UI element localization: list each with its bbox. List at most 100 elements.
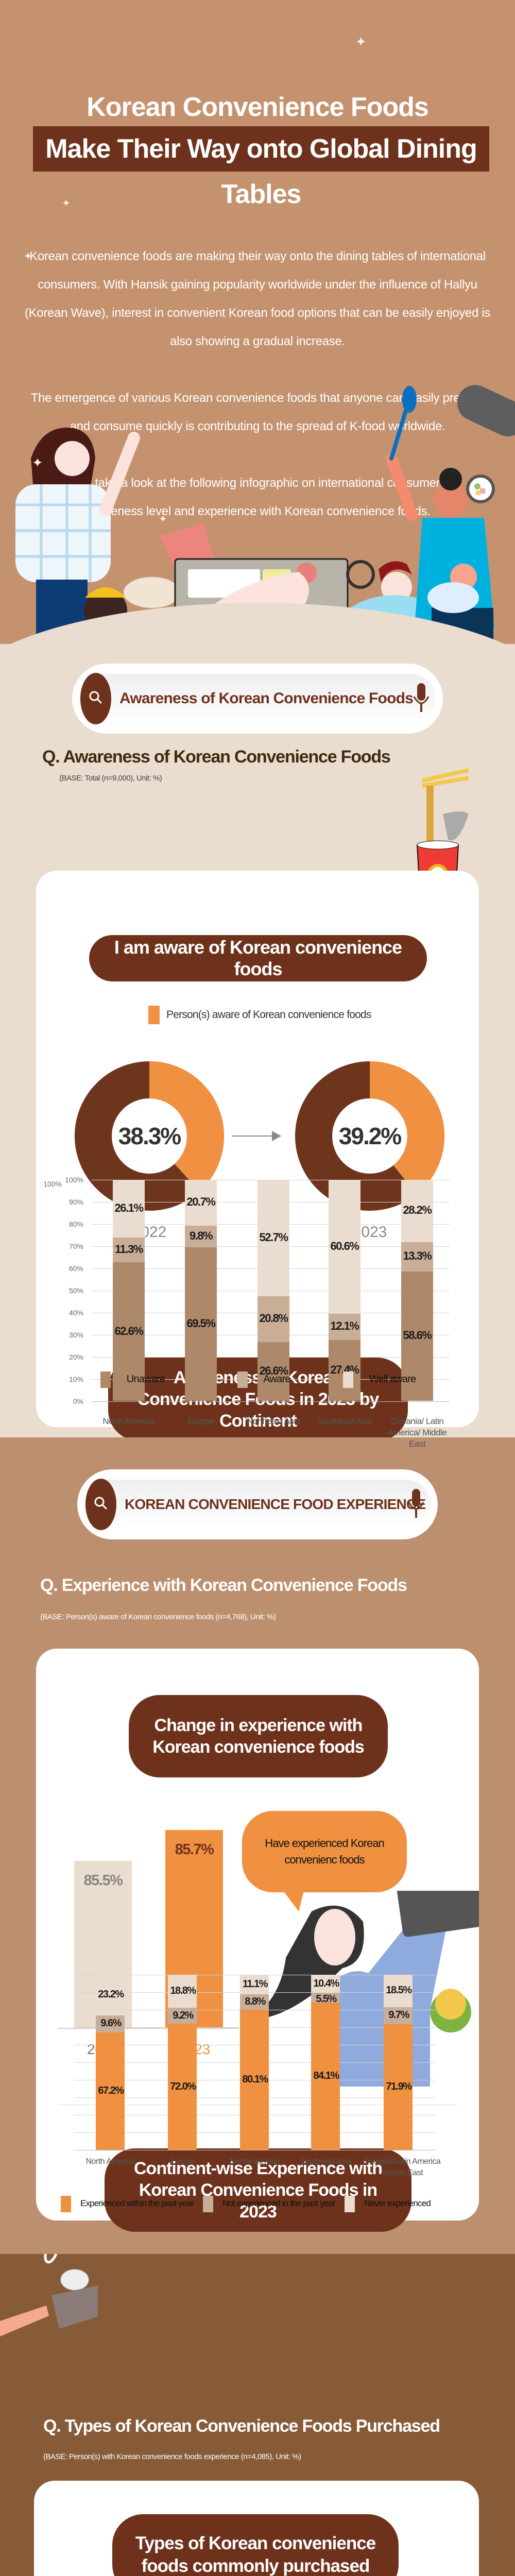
speech-bubble: Have experienced Korean convenienc foods — [242, 1811, 407, 1892]
legend-swatch-aware — [148, 1006, 160, 1024]
segment-value: 11.1% — [242, 1978, 268, 1990]
bar-segment-well: 26.1% — [113, 1180, 145, 1238]
pan-onion-illustration — [0, 2254, 98, 2336]
donut-value: 39.2% — [338, 1123, 402, 1149]
page-title-line2: Make Their Way onto Global Dining Tables — [33, 126, 489, 209]
donut-value: 38.3% — [118, 1123, 181, 1149]
y-tick: 90% — [68, 1198, 83, 1206]
bar-segment-not_past: 8.8% — [240, 1994, 269, 2010]
bar-segment-aware: 13.3% — [401, 1242, 433, 1272]
intro-paragraph-3: Let's take a look at the following infog… — [66, 476, 449, 518]
awareness-legend: Unaware Aware Well aware — [100, 1371, 416, 1388]
legend-swatch-never — [345, 2196, 355, 2212]
awareness-search-bar[interactable]: Awareness of Korean Convenience Foods — [72, 664, 443, 734]
segment-value: 80.1% — [242, 2073, 268, 2085]
segment-value: 84.1% — [313, 2070, 339, 2082]
question-title: Q. Awareness of Korean Convenience Foods — [42, 747, 391, 767]
bar-segment-not_past: 9.2% — [168, 2007, 197, 2024]
bar-segment-past_year: 80.1% — [240, 2009, 269, 2150]
segment-value: 10.4% — [313, 1977, 339, 1989]
legend-swatch-past-year — [61, 2196, 71, 2212]
intro-paragraph-1: Korean convenience foods are making thei… — [24, 249, 491, 348]
legend-swatch-unaware — [100, 1371, 111, 1388]
bar-segment-unaware: 62.6% — [113, 1262, 145, 1401]
y-tick: 40% — [68, 1309, 83, 1317]
bar-segment-aware: 11.3% — [113, 1237, 145, 1263]
segment-value: 72.0% — [170, 2080, 196, 2092]
bar-segment-past_year: 71.9% — [384, 2024, 413, 2150]
segment-value: 58.6% — [403, 1329, 432, 1342]
bar-segment-not_past: 5.5% — [311, 1993, 340, 2005]
page-title-line1: Korean Convenience Foods — [87, 92, 429, 122]
category-label: Southeast Asia — [300, 2157, 351, 2166]
search-icon — [80, 673, 111, 724]
sparkle-icon: ✦ — [159, 514, 167, 525]
y-tick: 100% — [65, 1176, 83, 1184]
types-pill: Types of Korean convenience foods common… — [112, 2514, 399, 2576]
segment-value: 23.2% — [98, 1989, 124, 2001]
sparkle-icon: ✦ — [62, 198, 71, 209]
legend-swatch-well-aware — [343, 1371, 354, 1388]
y-tick: 20% — [68, 1353, 83, 1361]
segment-value: 62.6% — [114, 1324, 144, 1337]
segment-value: 9.6% — [100, 2018, 122, 2029]
segment-value: 18.5% — [386, 1985, 412, 1996]
search-query: Awareness of Korean Convenience Foods — [119, 690, 414, 707]
bar-segment-never: 11.1% — [240, 1975, 269, 1994]
category-label: Europe — [187, 1416, 214, 1426]
types-card: Types of Korean convenience foods common… — [34, 2481, 479, 2576]
types-section: Q. Types of Korean Convenience Foods Pur… — [0, 2254, 515, 2576]
bar-segment-well: 60.6% — [329, 1179, 360, 1314]
bar-segment-never: 18.5% — [384, 1974, 413, 2007]
bar-segment-not_past: 9.7% — [384, 2007, 413, 2024]
y-tick: 0% — [73, 1397, 83, 1405]
microphone-icon[interactable] — [413, 683, 430, 714]
question-title: Q. Types of Korean Convenience Foods Pur… — [43, 2416, 440, 2436]
bar-segment-past_year: 72.0% — [168, 2024, 197, 2150]
y-tick: 70% — [68, 1242, 83, 1250]
segment-value: 67.2% — [98, 2084, 124, 2096]
continent-experience-pill: Continent-wise Experience with Korean Co… — [105, 2148, 411, 2232]
category-label: Oceania/Latin America /Middle East — [363, 2157, 441, 2177]
awareness-stacked-chart: 100% — [43, 1180, 62, 1188]
segment-value: 20.7% — [186, 1195, 216, 1209]
y-tick: 60% — [68, 1264, 83, 1273]
category-label: Northeast Asia — [247, 1416, 300, 1426]
segment-value: 69.5% — [186, 1316, 216, 1330]
bar-segment-aware: 20.8% — [258, 1296, 289, 1342]
question-base: (BASE: Person(s) with Korean convenience… — [43, 2452, 301, 2461]
question-base: (BASE: Total (n=9,000), Unit: %) — [59, 774, 162, 783]
arrow-right-icon — [232, 1131, 281, 1141]
experience-legend: Experienced within the past year Not exp… — [61, 2196, 431, 2212]
segment-value: 60.6% — [330, 1239, 359, 1252]
segment-value: 9.7% — [388, 2009, 409, 2021]
y-tick: 10% — [68, 1375, 83, 1383]
segment-value: 8.8% — [245, 1995, 266, 2007]
bar-segment-unaware: 27.4% — [329, 1340, 360, 1401]
bar-segment-unaware: 26.6% — [258, 1342, 289, 1401]
bar-segment-unaware: 69.5% — [185, 1247, 217, 1401]
experience-search-bar[interactable]: KOREAN CONVENIENCE FOOD EXPERIENCE — [77, 1469, 438, 1539]
question-title: Q. Experience with Korean Convenience Fo… — [40, 1575, 407, 1595]
segment-value: 5.5% — [316, 1993, 337, 2005]
experience-change-pill: Change in experience with Korean conveni… — [129, 1695, 388, 1777]
category-label: Northeast Asia — [229, 2157, 280, 2166]
sparkle-icon: ✦ — [355, 34, 367, 49]
bar-segment-well: 28.2% — [401, 1179, 433, 1242]
bar-segment-aware: 12.1% — [329, 1313, 360, 1341]
segment-value: 9.8% — [189, 1229, 213, 1242]
bar-segment-never: 23.2% — [96, 1975, 125, 2015]
sparkle-icon: ✦ — [32, 455, 43, 470]
gimbap-slice-icon — [466, 474, 495, 503]
legend-swatch-not-past-year — [202, 2196, 213, 2212]
segment-value: 26.6% — [259, 1364, 288, 1377]
category-label: Southeast Asia — [317, 1416, 372, 1426]
microphone-icon[interactable] — [408, 1489, 424, 1520]
category-label: North America — [102, 1416, 155, 1426]
bar-segment-never: 18.8% — [168, 1975, 197, 2008]
intro-section: ✦ ✦ ✦ Korean Convenience Foods Make Thei… — [0, 0, 515, 644]
bar-segment-aware: 9.8% — [185, 1225, 217, 1247]
bar-segment-not_past: 9.6% — [96, 2015, 125, 2032]
search-query: KOREAN CONVENIENCE FOOD EXPERIENCE — [125, 1496, 426, 1512]
